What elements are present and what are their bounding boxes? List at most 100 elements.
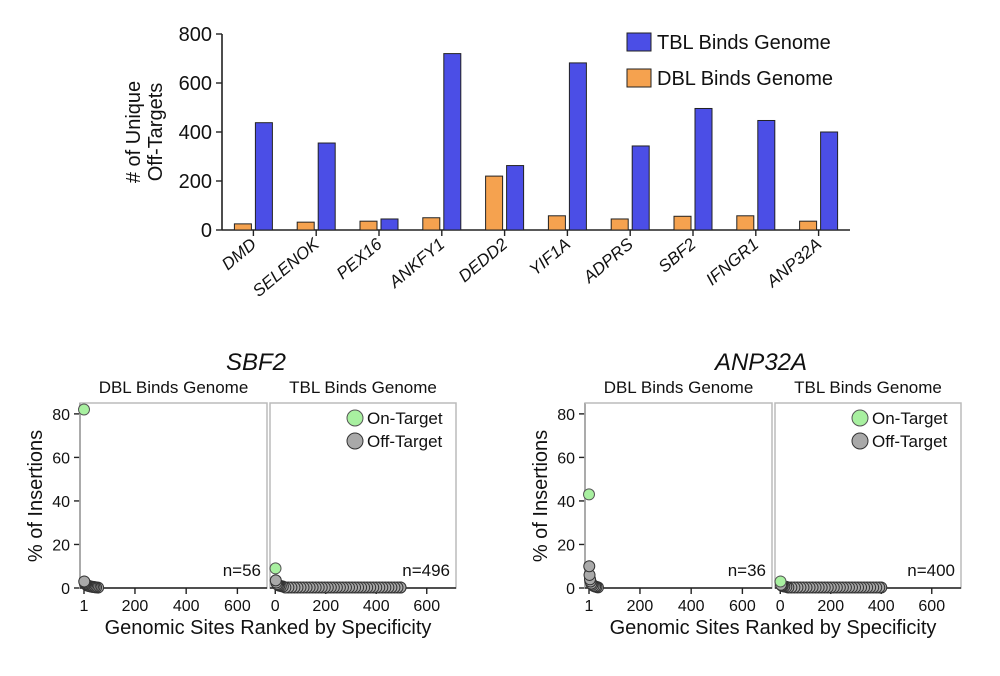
bar-tbl-anp32a <box>820 131 839 231</box>
bar-y-tick-label: 400 <box>179 122 212 144</box>
bar-dbl-selenok <box>296 221 315 231</box>
panel-x-tick-label: 400 <box>868 598 895 615</box>
legend-marker-on-target <box>851 409 869 427</box>
panel-title-dbl: DBL Binds Genome <box>99 378 249 397</box>
scatter-x-label: Genomic Sites Ranked by Specificity <box>105 617 432 639</box>
bar-dbl-ifngr1 <box>736 215 755 231</box>
panel-x-tick-label: 600 <box>918 598 945 615</box>
panel-x-tick-label: 1 <box>585 598 594 615</box>
off-target-point <box>269 574 282 587</box>
panel-title-dbl: DBL Binds Genome <box>604 378 754 397</box>
panel-n-label-dbl: n=36 <box>728 561 766 580</box>
bar-y-tick-label: 800 <box>179 24 212 46</box>
legend-label-off-target: Off-Target <box>367 432 443 451</box>
scatter-y-label: % of Insertions <box>25 430 47 562</box>
legend-label-on-target: On-Target <box>872 409 948 428</box>
legend-marker-on-target <box>346 409 364 427</box>
scatter-y-tick-label: 80 <box>52 407 70 424</box>
bar-tbl-sbf2 <box>694 107 713 231</box>
scatter-title: ANP32A <box>713 349 807 376</box>
panel-n-label-tbl: n=400 <box>907 561 955 580</box>
bar-category-label: ADPRS <box>579 234 637 287</box>
bar-dbl-dedd2 <box>485 175 504 231</box>
panel-title-tbl: TBL Binds Genome <box>794 378 942 397</box>
bar-dbl-adprs <box>610 218 629 231</box>
panel-x-tick-label: 400 <box>363 598 390 615</box>
on-target-point <box>583 488 595 501</box>
bar-tbl-selenok <box>317 142 336 231</box>
scatter-y-tick-label: 20 <box>557 537 575 554</box>
bar-dbl-anp32a <box>799 220 818 231</box>
bar-y-tick-label: 200 <box>179 171 212 193</box>
panel-x-tick-label: 0 <box>271 598 280 615</box>
legend-label-tbl: TBL Binds Genome <box>657 32 831 54</box>
bar-y-label-line2: Off-Targets <box>145 83 167 182</box>
bar-category-label: PEX16 <box>333 234 386 283</box>
scatter-y-tick-label: 60 <box>52 450 70 467</box>
scatter-y-tick-label: 20 <box>52 537 70 554</box>
bar-chart: 0 200 400 600 800 # of Unique Off-Targets DMDSE… <box>123 24 850 301</box>
scatter-x-label: Genomic Sites Ranked by Specificity <box>610 617 937 639</box>
bar-tbl-ifngr1 <box>757 119 776 231</box>
panel-x-tick-label: 200 <box>312 598 339 615</box>
panel-x-tick-label: 400 <box>173 598 200 615</box>
legend-label-off-target: Off-Target <box>872 432 948 451</box>
panel-x-tick-label: 600 <box>413 598 440 615</box>
bar-category-label: IFNGR1 <box>702 235 762 290</box>
panel-x-tick-label: 1 <box>80 598 89 615</box>
legend-swatch-tbl <box>626 32 652 52</box>
on-target-point <box>774 575 787 588</box>
bar-category-label: DMD <box>218 235 260 274</box>
bar-category-label: SELENOK <box>249 234 323 301</box>
bar-y-tick-label: 600 <box>179 73 212 95</box>
legend-marker-off-target <box>851 432 869 450</box>
panel-x-tick-label: 200 <box>817 598 844 615</box>
bar-y-tick-label: 0 <box>201 220 212 242</box>
scatter-y-tick-label: 0 <box>61 581 70 598</box>
off-target-point <box>78 575 91 588</box>
bar-tbl-dmd <box>254 122 273 231</box>
legend-marker-off-target <box>346 432 364 450</box>
bar-category-label: YIF1A <box>526 235 574 280</box>
scatter-y-tick-label: 80 <box>557 407 575 424</box>
panel-x-tick-label: 0 <box>776 598 785 615</box>
on-target-point <box>269 562 282 575</box>
scatter-chart-anp32a: ANP32A 0 20 40 60 80 % of Insertions DBL Binds … <box>530 349 962 639</box>
bar-dbl-sbf2 <box>673 215 692 231</box>
panel-x-tick-label: 200 <box>122 598 149 615</box>
bar-tbl-dedd2 <box>506 165 525 231</box>
bar-tbl-yif1a <box>568 62 587 231</box>
panel-title-tbl: TBL Binds Genome <box>289 378 437 397</box>
legend-label-on-target: On-Target <box>367 409 443 428</box>
scatter-title: SBF2 <box>226 349 286 376</box>
bar-category-label: ANP32A <box>762 235 825 292</box>
bar-dbl-yif1a <box>547 215 566 231</box>
bar-y-label-line1: # of Unique <box>123 81 145 183</box>
bar-category-label: DEDD2 <box>455 234 512 286</box>
on-target-point <box>78 403 90 416</box>
panel-x-tick-label: 200 <box>627 598 654 615</box>
panel-n-label-tbl: n=496 <box>402 561 450 580</box>
scatter-y-tick-label: 60 <box>557 450 575 467</box>
bar-dbl-dmd <box>233 223 252 231</box>
scatter-y-tick-label: 40 <box>557 494 575 511</box>
panel-x-tick-label: 400 <box>678 598 705 615</box>
scatter-y-tick-label: 0 <box>566 581 575 598</box>
scatter-y-tick-label: 40 <box>52 494 70 511</box>
bar-dbl-ankfy1 <box>422 217 441 231</box>
panel-x-tick-label: 600 <box>224 598 251 615</box>
legend-label-dbl: DBL Binds Genome <box>657 68 833 90</box>
panel-n-label-dbl: n=56 <box>223 561 261 580</box>
bar-tbl-ankfy1 <box>443 53 462 231</box>
bar-category-label: ANKFY1 <box>385 235 449 293</box>
panel-x-tick-label: 600 <box>729 598 756 615</box>
off-target-point <box>583 560 596 573</box>
bar-dbl-pex16 <box>359 220 378 231</box>
bar-tbl-pex16 <box>380 218 399 231</box>
bar-category-label: SBF2 <box>655 234 700 276</box>
bar-tbl-adprs <box>631 145 650 231</box>
scatter-y-label: % of Insertions <box>530 430 552 562</box>
legend-swatch-dbl <box>626 68 652 88</box>
scatter-chart-sbf2: SBF2 0 20 40 60 80 % of Insertions DBL Binds Ge… <box>25 349 457 639</box>
